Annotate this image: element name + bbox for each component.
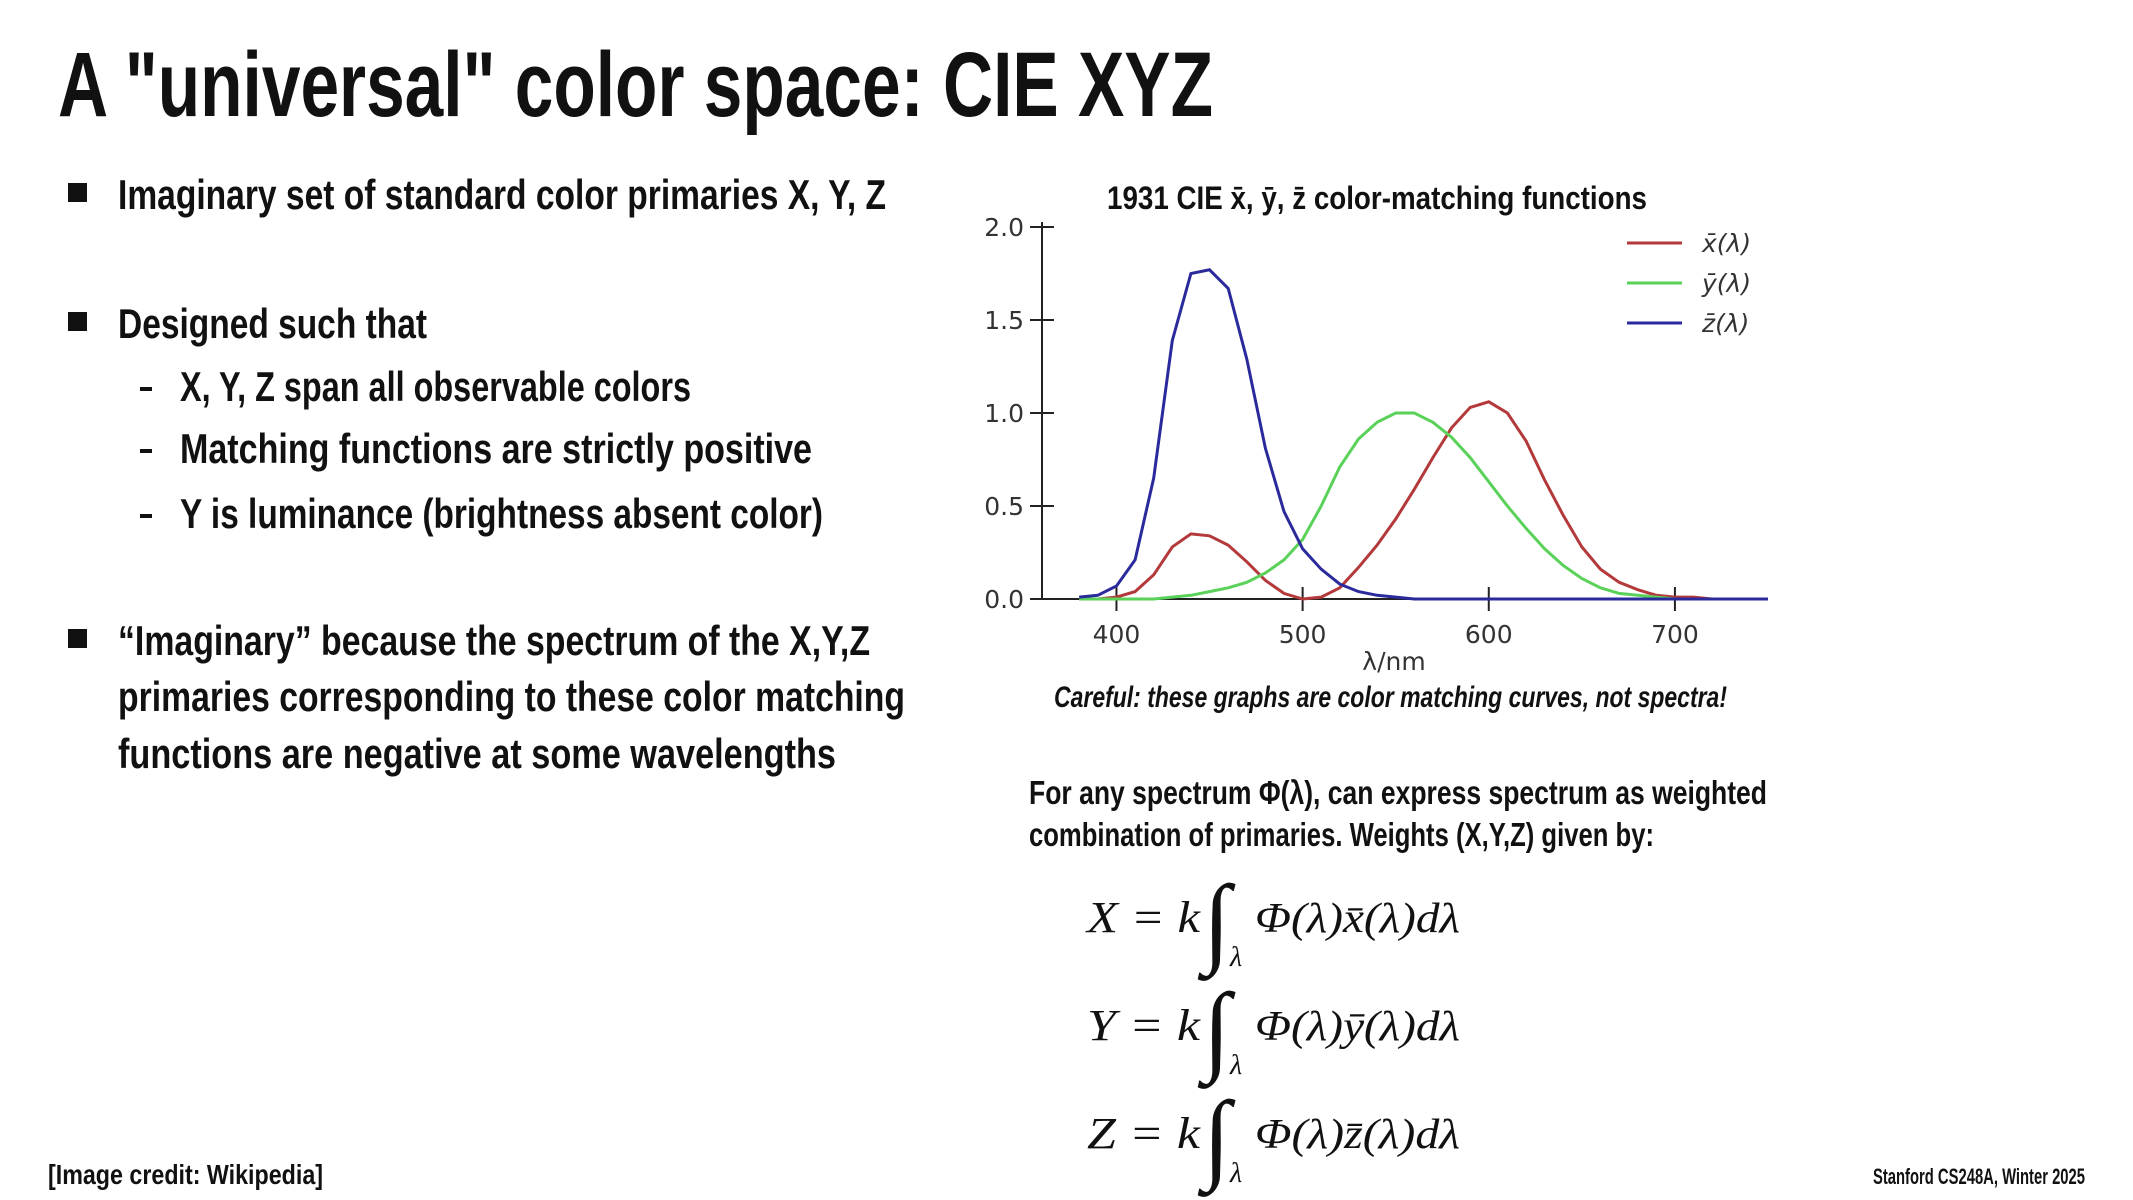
y-tick-label: 2.0	[984, 213, 1024, 242]
bullet: “Imaginary” because the spectrum of the …	[118, 617, 870, 664]
x-axis-label: λ/nm	[1362, 647, 1425, 676]
dash	[140, 449, 152, 453]
chart: 1931 CIE x̄, ȳ, z̄ color-matching functi…	[984, 180, 1768, 676]
formula-integral: ∫	[1197, 865, 1236, 981]
paragraph-line: For any spectrum Φ(λ), can express spect…	[1029, 774, 1767, 811]
line-series	[1079, 400, 1768, 601]
formula-lhs: X = k	[1085, 893, 1202, 942]
y-tick-label: 0.5	[984, 492, 1024, 521]
y-tick-label: 0.0	[984, 585, 1024, 614]
legend-label: x̄(λ)	[1701, 229, 1751, 258]
formula-sub: λ	[1229, 942, 1242, 973]
x-tick-label: 400	[1093, 620, 1141, 649]
dash	[140, 387, 152, 391]
formula-integral: ∫	[1197, 973, 1236, 1089]
sub-bullet: Y is luminance (brightness absent color)	[180, 490, 823, 537]
bullet-square	[68, 629, 87, 648]
legend-label: z̄(λ)	[1701, 309, 1749, 338]
bullet-square	[68, 183, 87, 202]
bullet-line: primaries corresponding to these color m…	[118, 673, 905, 720]
formulas: X = k ∫ λΦ(λ)x̄(λ)dλY = k ∫ λΦ(λ)ȳ(λ)dλZ = k…	[1085, 865, 1460, 1197]
slide-title: A "universal" color space: CIE XYZ	[58, 34, 1213, 136]
bullet-square	[68, 312, 87, 331]
formula-lhs: Z = k	[1087, 1109, 1202, 1158]
sub-bullet: Matching functions are strictly positive	[180, 425, 812, 472]
x-tick-label: 700	[1651, 620, 1699, 649]
x-tick-label: 500	[1279, 620, 1327, 649]
line-series	[1079, 411, 1768, 601]
legend-label: ȳ(λ)	[1701, 269, 1751, 298]
y-tick-label: 1.0	[984, 399, 1024, 428]
bullet-line: functions are negative at some wavelengt…	[118, 730, 836, 777]
caption: Careful: these graphs are color matching…	[1054, 681, 1727, 714]
chart-title: 1931 CIE x̄, ȳ, z̄ color-matching functi…	[1107, 180, 1647, 216]
x-tick-label: 600	[1465, 620, 1513, 649]
footer: Stanford CS248A, Winter 2025	[1873, 1164, 2085, 1189]
formula-integral: ∫	[1197, 1081, 1236, 1197]
sub-bullet: X, Y, Z span all observable colors	[180, 363, 691, 410]
dash	[140, 514, 152, 518]
formula-rhs: Φ(λ)x̄(λ)dλ	[1255, 896, 1460, 942]
formula-rhs: Φ(λ)ȳ(λ)dλ	[1255, 1004, 1460, 1050]
formula-rhs: Φ(λ)z̄(λ)dλ	[1255, 1112, 1460, 1158]
formula-sub: λ	[1229, 1158, 1242, 1189]
bullet: Imaginary set of standard color primarie…	[118, 171, 886, 218]
formula-sub: λ	[1229, 1050, 1242, 1081]
paragraph-line: combination of primaries. Weights (X,Y,Z…	[1029, 816, 1654, 853]
y-tick-label: 1.5	[984, 306, 1024, 335]
bullet: Designed such that	[118, 300, 427, 347]
line-series	[1079, 268, 1768, 601]
image-credit: [Image credit: Wikipedia]	[48, 1159, 323, 1190]
formula-lhs: Y = k	[1087, 1001, 1202, 1050]
